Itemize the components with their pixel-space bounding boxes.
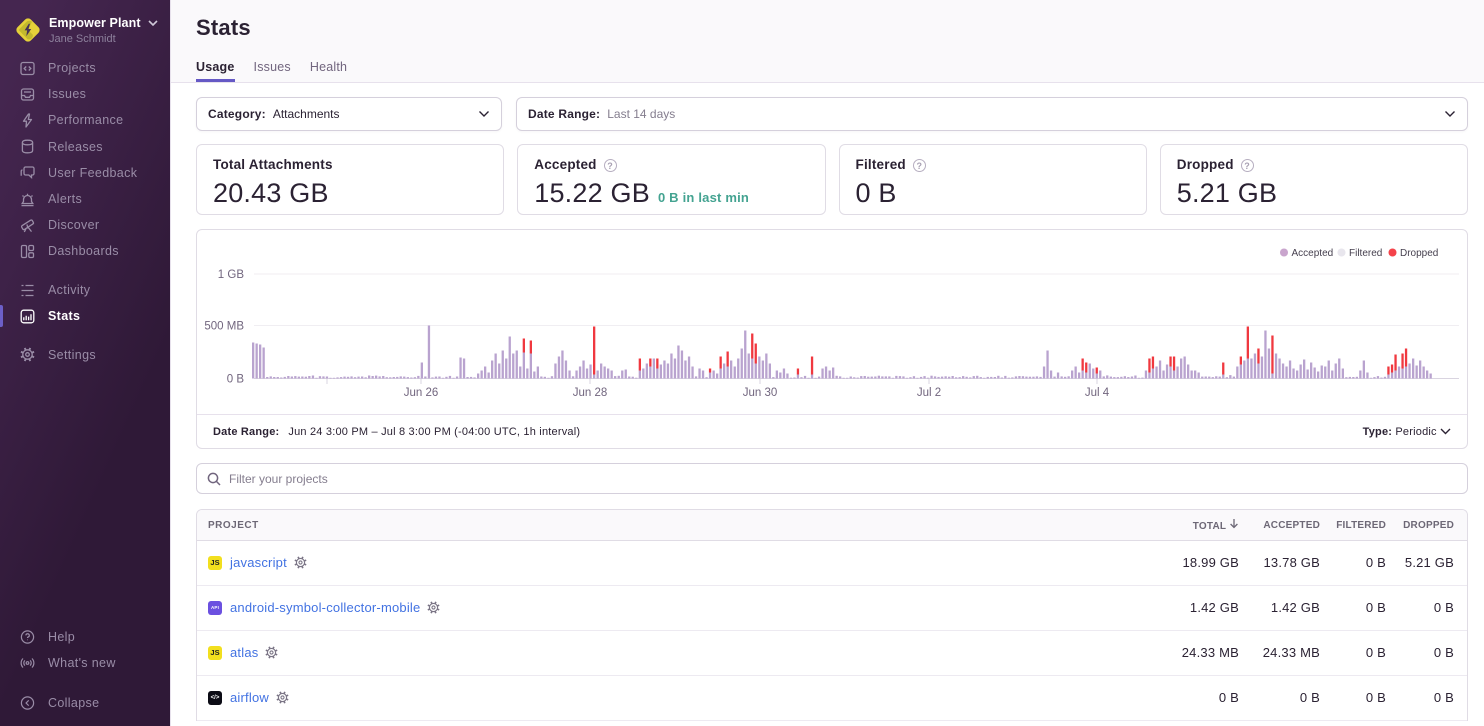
svg-text:Filtered: Filtered	[1349, 248, 1382, 259]
svg-text:1 GB: 1 GB	[218, 269, 245, 281]
svg-text:Jul 2: Jul 2	[917, 387, 941, 399]
svg-text:Jun 30: Jun 30	[743, 387, 778, 399]
svg-text:500 MB: 500 MB	[204, 321, 244, 333]
svg-text:Jun 26: Jun 26	[404, 387, 439, 399]
svg-text:Jul 4: Jul 4	[1085, 387, 1110, 399]
svg-text:0 B: 0 B	[227, 374, 245, 386]
svg-text:Jun 28: Jun 28	[573, 387, 608, 399]
svg-text:Dropped: Dropped	[1400, 248, 1438, 259]
svg-text:Accepted: Accepted	[1292, 248, 1334, 259]
